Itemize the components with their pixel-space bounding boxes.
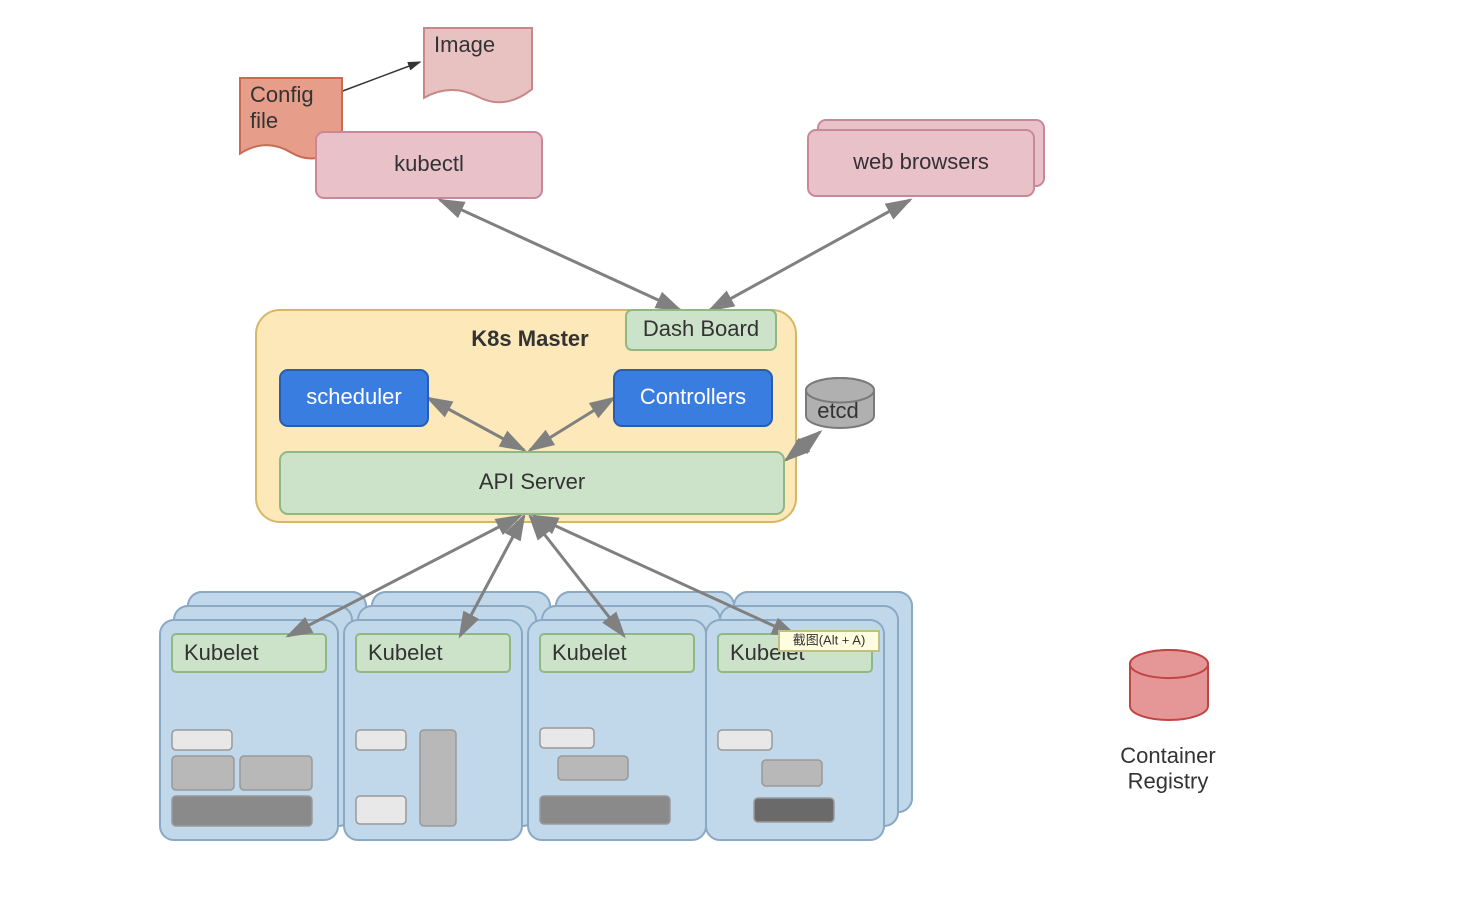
pod-block bbox=[240, 756, 312, 790]
pod-block bbox=[172, 796, 312, 826]
scheduler-label: scheduler bbox=[306, 384, 401, 409]
pod-block bbox=[356, 796, 406, 824]
pod-block bbox=[172, 730, 232, 750]
tooltip-label: 截图(Alt + A) bbox=[793, 632, 866, 647]
pod-block bbox=[540, 796, 670, 824]
edge-config_file-image bbox=[340, 62, 420, 92]
kubelet-label: Kubelet bbox=[184, 640, 259, 665]
pod-block bbox=[558, 756, 628, 780]
pod-block bbox=[420, 730, 456, 826]
controllers-label: Controllers bbox=[640, 384, 746, 409]
api-server-label: API Server bbox=[479, 469, 585, 494]
kubelet-label: Kubelet bbox=[552, 640, 627, 665]
container-registry-top bbox=[1130, 650, 1208, 678]
image-label: Image bbox=[434, 32, 495, 57]
pod-block bbox=[718, 730, 772, 750]
config-file-label: file bbox=[250, 108, 278, 133]
k8s-master-label: K8s Master bbox=[471, 326, 589, 351]
kubelet-label: Kubelet bbox=[368, 640, 443, 665]
pod-block bbox=[356, 730, 406, 750]
pod-block bbox=[172, 756, 234, 790]
kubectl-label: kubectl bbox=[394, 151, 464, 176]
edge-kubectl-dashboard bbox=[440, 200, 680, 310]
container-registry-label: Container bbox=[1120, 743, 1215, 768]
pod-block bbox=[754, 798, 834, 822]
dashboard-label: Dash Board bbox=[643, 316, 759, 341]
etcd-label: etcd bbox=[817, 398, 859, 423]
container-registry-label: Registry bbox=[1128, 768, 1209, 793]
web-browsers-label: web browsers bbox=[852, 149, 989, 174]
pod-block bbox=[540, 728, 594, 748]
pod-block bbox=[762, 760, 822, 786]
edge-web_browsers-dashboard bbox=[710, 200, 910, 310]
config-file-label: Config bbox=[250, 82, 314, 107]
diagram-canvas: K8s MasterKubeletKubeletKubeletKubeletCo… bbox=[0, 0, 1478, 909]
